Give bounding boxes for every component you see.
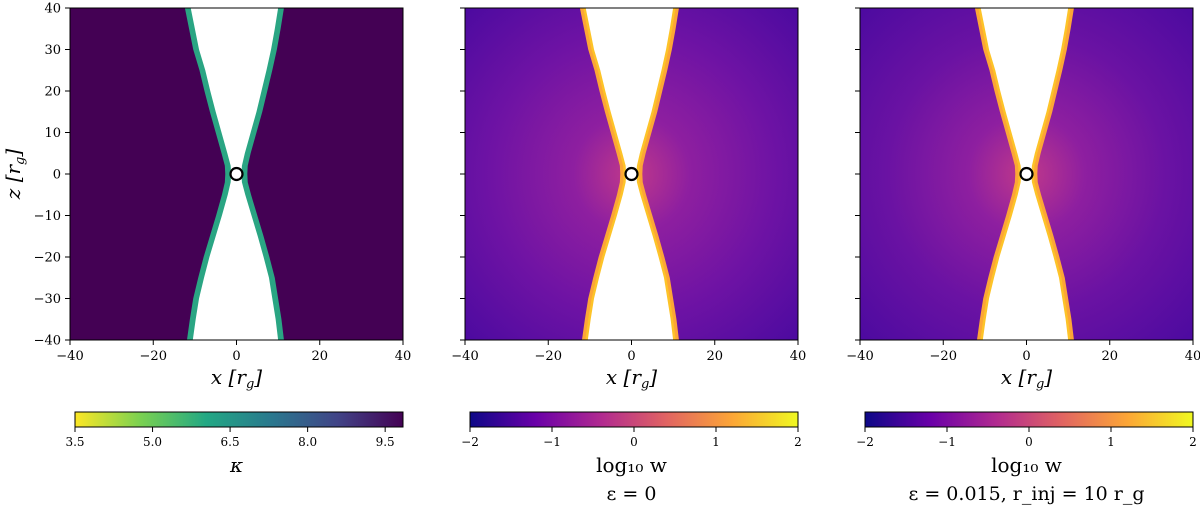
y-tick-label: 30 <box>44 43 61 58</box>
black-hole-horizon <box>229 166 244 182</box>
colorbar <box>864 411 1194 428</box>
x-tick-label: 0 <box>232 349 240 364</box>
colorbar-tick-label: 0 <box>1025 435 1033 449</box>
x-axis-label: x [rg] <box>606 365 657 392</box>
x-tick-label: 0 <box>627 349 635 364</box>
colorbar-tick-label: 1 <box>712 435 720 449</box>
funnel-region <box>980 8 1069 340</box>
x-tick-label: 20 <box>1101 349 1118 364</box>
y-tick-label: −30 <box>34 292 61 307</box>
y-tick-label: 10 <box>44 126 61 141</box>
x-tick-label: −40 <box>56 349 83 364</box>
funnel-region <box>585 8 674 340</box>
colorbar-tick-label: 6.5 <box>221 435 240 449</box>
colorbar-label: κ <box>229 453 243 477</box>
x-tick-label: −20 <box>535 349 562 364</box>
y-tick-label: −10 <box>34 209 61 224</box>
funnel-region <box>190 8 279 340</box>
x-axis-label: x [rg] <box>211 365 262 392</box>
x-tick-label: 40 <box>790 349 807 364</box>
x-tick-label: −40 <box>451 349 478 364</box>
colorbar-tick-label: 8.0 <box>298 435 317 449</box>
y-tick-label: 0 <box>53 168 61 183</box>
colorbar-tick-label: 1 <box>1107 435 1115 449</box>
x-tick-label: −40 <box>846 349 873 364</box>
x-tick-label: 20 <box>706 349 723 364</box>
colorbar-tick-label: −1 <box>938 435 956 449</box>
colorbar <box>74 411 404 428</box>
panel-w_eps0: −40 −20 0 20 40 x [rg] −2 −1 0 1 2 log₁₀ w ε = 0 <box>451 7 807 505</box>
black-hole-horizon <box>1019 166 1034 182</box>
x-axis-label: x [rg] <box>1001 365 1052 392</box>
colorbar-tick-label: 0 <box>630 435 638 449</box>
black-hole-horizon <box>624 166 639 182</box>
colorbar-tick-label: −2 <box>461 435 479 449</box>
colorbar-tick-label: 9.5 <box>376 435 395 449</box>
panel-caption: ε = 0 <box>607 483 657 505</box>
colorbar-label: log₁₀ w <box>596 453 667 477</box>
x-tick-label: 0 <box>1022 349 1030 364</box>
colorbar-tick-label: 5.0 <box>143 435 162 449</box>
colorbar-tick-label: 2 <box>1189 435 1197 449</box>
y-tick-label: −40 <box>34 334 61 349</box>
y-tick-label: 40 <box>44 2 61 17</box>
x-tick-label: 40 <box>1185 349 1200 364</box>
x-tick-label: 40 <box>395 349 412 364</box>
panel-kappa: −40 −20 0 20 40 x [rg] 40 30 20 10 0 −10 −20 −30 −40 z … <box>1 2 411 478</box>
y-tick-label: −20 <box>34 251 61 266</box>
y-axis-label: z [rg] <box>1 149 28 201</box>
panel-w_eps015: −40 −20 0 20 40 x [rg] −2 −1 0 1 2 log₁₀ w ε = 0.015… <box>846 7 1200 505</box>
x-tick-label: −20 <box>930 349 957 364</box>
colorbar-label: log₁₀ w <box>991 453 1062 477</box>
colorbar-tick-label: 2 <box>794 435 802 449</box>
x-tick-label: 20 <box>311 349 328 364</box>
y-tick-label: 20 <box>44 85 61 100</box>
x-tick-label: −20 <box>140 349 167 364</box>
colorbar-tick-label: 3.5 <box>65 435 84 449</box>
colorbar-tick-label: −2 <box>856 435 874 449</box>
colorbar-tick-label: −1 <box>543 435 561 449</box>
panel-caption: ε = 0.015, r_inj = 10 r_g <box>908 483 1144 505</box>
colorbar <box>469 411 799 428</box>
